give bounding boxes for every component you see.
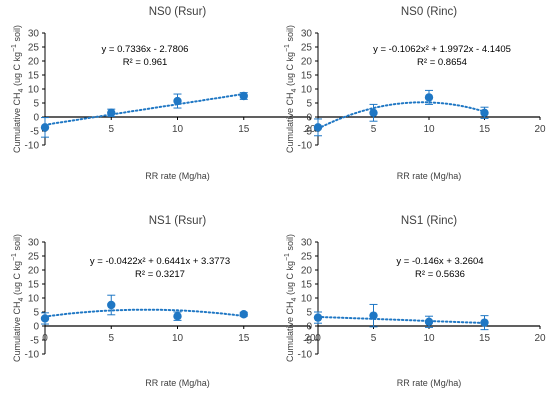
y-tick-label: 15 — [301, 280, 313, 291]
x-tick-label: 10 — [172, 124, 184, 135]
x-axis-label: RR rate (Mg/ha) — [145, 171, 210, 181]
y-tick-label: 30 — [28, 29, 40, 40]
data-point — [424, 317, 434, 326]
x-axis-label: RR rate (Mg/ha) — [397, 378, 462, 388]
trendline — [317, 101, 486, 130]
panel-title: NS0 (Rsur) — [149, 6, 207, 18]
y-tick-label: 0 — [33, 113, 39, 124]
x-tick-label: 0 — [315, 333, 321, 344]
y-axis-label: Cumulative CH4 (ug C kg−1 soil) — [11, 25, 25, 153]
trend-equation: y = -0.1062x² + 1.9972x - 4.1405 — [373, 44, 511, 55]
y-tick-label: -10 — [25, 141, 40, 152]
x-tick-label: 15 — [238, 333, 250, 344]
data-point — [480, 318, 489, 327]
x-tick-label: 10 — [172, 333, 184, 344]
y-tick-label: 10 — [28, 85, 40, 96]
data-point — [239, 91, 248, 101]
y-tick-label: 30 — [28, 238, 40, 249]
y-tick-label: 25 — [301, 252, 313, 263]
y-tick-label: 5 — [306, 308, 312, 319]
y-tick-label: -10 — [298, 141, 313, 152]
data-point — [480, 108, 489, 118]
y-tick-label: 5 — [33, 99, 39, 110]
x-tick-label: 10 — [423, 124, 435, 135]
data-point — [313, 123, 323, 132]
data-point — [173, 312, 182, 321]
trend-r2: R² = 0.3217 — [135, 269, 185, 280]
y-tick-label: -5 — [30, 336, 39, 347]
data-point — [107, 108, 116, 118]
panel-title: NS1 (Rinc) — [401, 215, 457, 227]
y-tick-label: 25 — [28, 252, 40, 263]
trend-r2: R² = 0.961 — [123, 57, 168, 68]
trendline — [317, 315, 486, 324]
x-axis-label: RR rate (Mg/ha) — [145, 378, 210, 388]
data-point — [369, 108, 378, 118]
y-tick-label: 5 — [33, 308, 39, 319]
data-point — [313, 313, 323, 322]
y-tick-label: 20 — [28, 57, 40, 68]
x-tick-label: 5 — [108, 124, 114, 135]
y-tick-label: 25 — [28, 43, 40, 54]
trend-equation: y = 0.7336x - 2.7806 — [102, 44, 189, 55]
x-axis-label: RR rate (Mg/ha) — [397, 171, 462, 181]
x-tick-label: 20 — [304, 333, 316, 344]
y-tick-label: -5 — [303, 336, 312, 347]
data-point — [173, 96, 182, 106]
y-tick-label: -10 — [25, 350, 40, 361]
y-tick-label: 10 — [301, 85, 313, 96]
trend-r2: R² = 0.5636 — [415, 269, 465, 280]
y-tick-label: 10 — [301, 294, 313, 305]
trend-equation: y = -0.146x + 3.2604 — [396, 256, 483, 267]
x-tick-label: 15 — [238, 124, 250, 135]
y-tick-label: 20 — [28, 266, 40, 277]
y-tick-label: 0 — [306, 113, 312, 124]
y-tick-label: 10 — [28, 294, 40, 305]
trendline — [44, 308, 245, 318]
data-point — [369, 311, 378, 320]
trend-r2: R² = 0.8654 — [417, 57, 467, 68]
trend-equation: y = -0.0422x² + 0.6441x + 3.3773 — [90, 256, 230, 267]
y-tick-label: 20 — [301, 57, 313, 68]
x-tick-label: 20 — [304, 124, 316, 135]
y-axis-label: Cumulative CH4 (ug C kg−1 soil) — [284, 234, 298, 362]
panel-title: NS1 (Rsur) — [149, 215, 207, 227]
x-tick-label: 20 — [534, 124, 546, 135]
y-tick-label: 5 — [306, 99, 312, 110]
data-point — [107, 300, 116, 310]
data-point — [424, 93, 434, 102]
x-tick-label: 0 — [42, 333, 48, 344]
y-tick-label: 15 — [28, 280, 40, 291]
y-tick-label: 30 — [301, 238, 313, 249]
x-tick-label: 5 — [371, 333, 377, 344]
y-tick-label: 0 — [306, 322, 312, 333]
y-tick-label: -10 — [298, 350, 313, 361]
y-axis-label: Cumulative CH4 (ug C kg−1 soil) — [11, 234, 25, 362]
x-tick-label: 5 — [108, 333, 114, 344]
x-tick-label: 5 — [371, 124, 377, 135]
data-point — [239, 310, 248, 319]
y-tick-label: -5 — [303, 127, 312, 138]
y-tick-label: 25 — [301, 43, 313, 54]
data-point — [40, 314, 50, 323]
data-point — [40, 123, 50, 132]
x-tick-label: 15 — [479, 124, 491, 135]
x-tick-label: 20 — [534, 333, 546, 344]
trendline — [44, 93, 245, 126]
y-tick-label: 15 — [28, 71, 40, 82]
y-tick-label: -5 — [30, 127, 39, 138]
y-axis-label: Cumulative CH4 (ug C kg−1 soil) — [284, 25, 298, 153]
y-tick-label: 30 — [301, 29, 313, 40]
x-tick-label: 10 — [423, 333, 435, 344]
y-tick-label: 0 — [33, 322, 39, 333]
panel-title: NS0 (Rinc) — [401, 6, 457, 18]
x-tick-label: 15 — [479, 333, 491, 344]
y-tick-label: 15 — [301, 71, 313, 82]
y-tick-label: 20 — [301, 266, 313, 277]
